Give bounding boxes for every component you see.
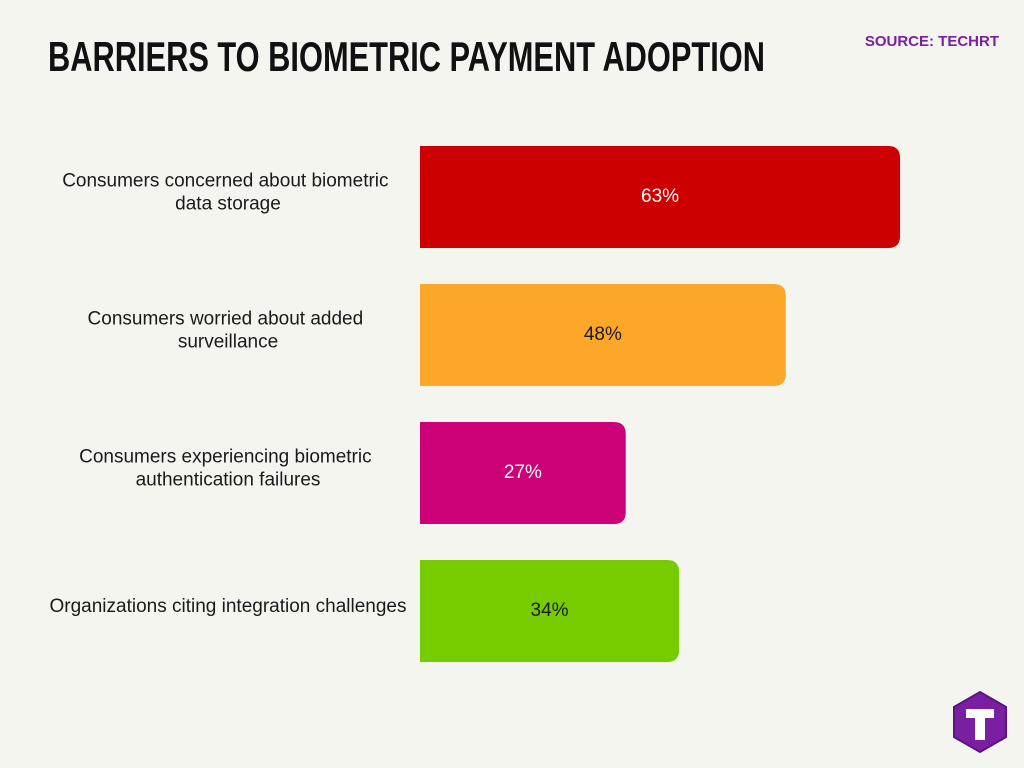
category-label: Organizations citing integration challen… <box>50 596 407 617</box>
label-line: data storage <box>175 194 281 215</box>
logo <box>953 690 1007 754</box>
bar <box>420 560 680 662</box>
category-label: Consumers worried about added surveillan… <box>88 309 369 353</box>
label-line: authentication failures <box>136 470 321 491</box>
chart-title: BARRIERS TO BIOMETRIC PAYMENT ADOPTION <box>48 33 765 80</box>
value-label: 48% <box>584 324 622 345</box>
source: SOURCE: TECHRT <box>865 33 999 50</box>
category-label: Consumers experiencing biometric authent… <box>79 447 377 491</box>
value-label: 27% <box>504 462 542 483</box>
bar <box>420 146 901 248</box>
bar <box>420 284 786 386</box>
value-label: 63% <box>641 186 679 207</box>
label-line: surveillance <box>178 332 278 353</box>
label-line: Organizations citing integration challen… <box>50 596 407 617</box>
label-line: Consumers worried about added <box>88 309 369 330</box>
logo-letter <box>966 709 994 740</box>
label-line: Consumers concerned about biometric <box>62 171 394 192</box>
value-label: 34% <box>531 600 569 621</box>
label-line: Consumers experiencing biometric <box>79 447 377 468</box>
bar <box>420 422 626 524</box>
category-label: Consumers concerned about biometric data… <box>62 171 394 215</box>
